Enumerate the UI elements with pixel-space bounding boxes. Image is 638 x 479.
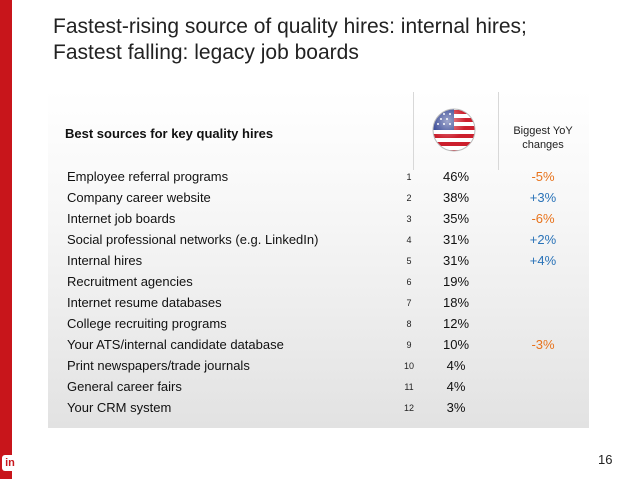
table-row: Employee referral programs 1 46% -5% <box>67 169 555 184</box>
table-row: Your CRM system 12 3% <box>67 400 466 415</box>
table-row: Social professional networks (e.g. Linke… <box>67 232 557 247</box>
yoy-header: Biggest YoY changes <box>513 125 573 151</box>
linkedin-logo-icon: in <box>2 455 18 471</box>
left-accent-bar <box>0 0 12 479</box>
table-row: Company career website 2 38% +3% <box>67 190 557 205</box>
table-row: Print newspapers/trade journals 10 4% <box>67 358 466 373</box>
slide-title: Fastest-rising source of quality hires: … <box>53 14 623 66</box>
us-flag-icon <box>432 108 476 152</box>
column-divider <box>498 92 499 170</box>
table-row: Internet resume databases 7 18% <box>67 295 470 310</box>
table-row: College recruiting programs 8 12% <box>67 316 470 331</box>
table-row: General career fairs 11 4% <box>67 379 466 394</box>
table-row: Internal hires 5 31% +4% <box>67 253 557 268</box>
page-number: 16 <box>598 452 613 467</box>
table-label: Best sources for key quality hires <box>65 126 274 141</box>
title-line-2: Fastest falling: legacy job boards <box>53 41 359 64</box>
table-row: Internet job boards 3 35% -6% <box>67 211 555 226</box>
title-line-1: Fastest-rising source of quality hires: … <box>53 15 527 38</box>
table-row: Your ATS/internal candidate database 9 1… <box>67 337 555 352</box>
column-divider <box>413 92 414 170</box>
table-row: Recruitment agencies 6 19% <box>67 274 470 289</box>
